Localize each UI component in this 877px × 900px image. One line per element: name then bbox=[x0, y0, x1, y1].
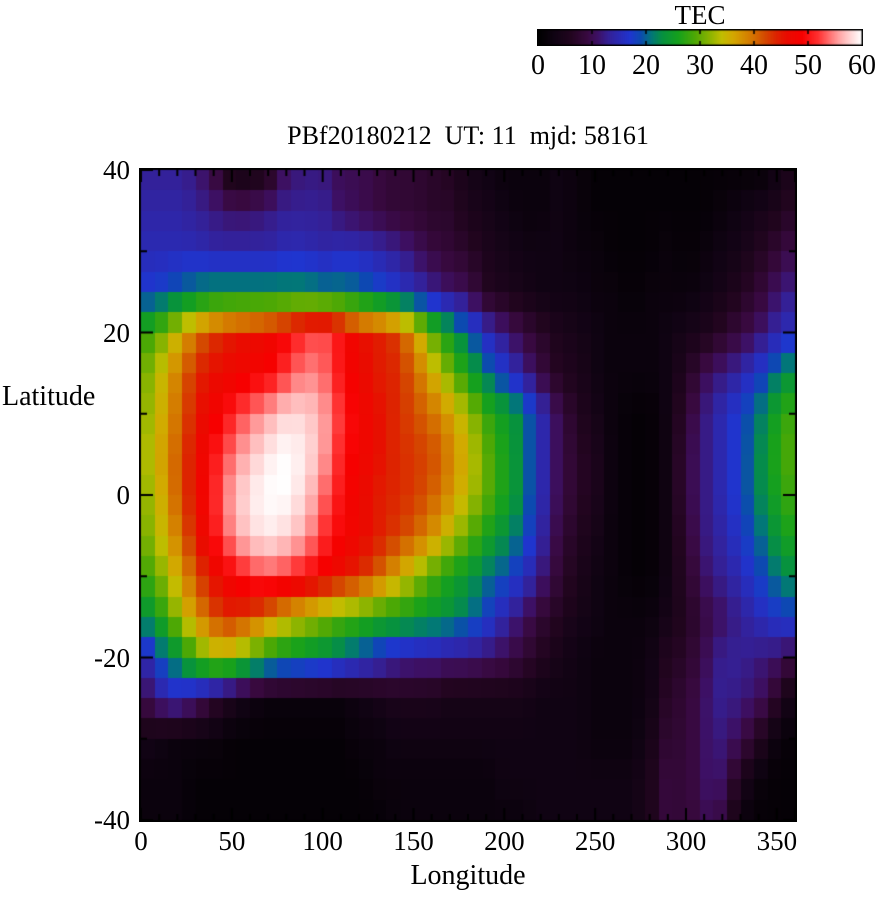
colorbar-tick-label: 20 bbox=[632, 50, 660, 81]
y-tick-label: 20 bbox=[103, 317, 130, 348]
plot-title: PBf20180212 UT: 11 mjd: 58161 bbox=[287, 121, 649, 150]
y-tick-label: -20 bbox=[94, 642, 130, 673]
colorbar-tick-label: 50 bbox=[794, 50, 822, 81]
x-axis-label: Longitude bbox=[410, 860, 526, 891]
colorbar-tick-label: 10 bbox=[578, 50, 606, 81]
y-tick-label: 0 bbox=[116, 480, 131, 510]
colorbar-tick-label: 0 bbox=[531, 50, 545, 81]
x-tick-label: 350 bbox=[756, 826, 798, 856]
x-tick-label: 50 bbox=[218, 826, 246, 856]
x-tick-label: 100 bbox=[302, 826, 343, 856]
x-tick-label: 150 bbox=[393, 826, 434, 856]
x-tick-label: 0 bbox=[134, 826, 148, 856]
colorbar-title: TEC bbox=[674, 0, 726, 30]
heatmap-canvas bbox=[139, 168, 797, 822]
y-tick-label: 40 bbox=[103, 155, 130, 185]
y-tick-label: -40 bbox=[94, 805, 130, 835]
y-axis-label: Latitude bbox=[2, 381, 96, 412]
x-tick-label: 300 bbox=[665, 826, 707, 856]
x-tick-label: 250 bbox=[574, 826, 616, 856]
colorbar bbox=[537, 29, 863, 46]
colorbar-tick-label: 40 bbox=[740, 50, 768, 81]
x-tick-label: 200 bbox=[484, 826, 525, 856]
colorbar-tick-label: 30 bbox=[686, 50, 714, 81]
colorbar-tick-label: 60 bbox=[848, 50, 876, 81]
